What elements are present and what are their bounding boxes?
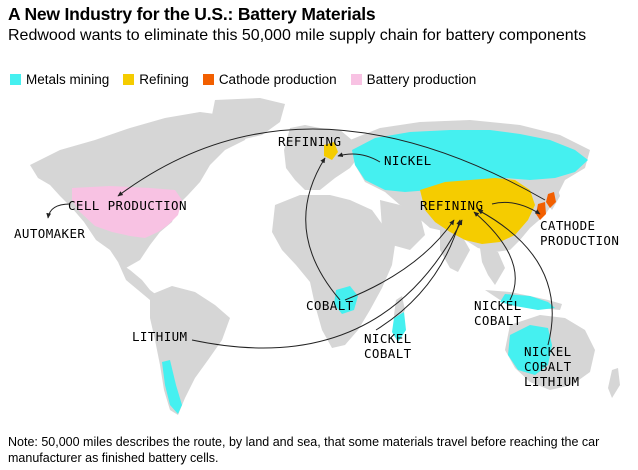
korea-cathode-region: [536, 202, 546, 220]
australia-line-2: COBALT: [524, 359, 572, 374]
route-china-to-us: [117, 128, 546, 201]
africa-line-2: COBALT: [364, 346, 412, 361]
route-nickel-to-europe-refining: [337, 152, 381, 163]
se-asia-line-2: COBALT: [474, 313, 522, 328]
se-asia-land: [480, 248, 505, 285]
route-china-to-cathode: [491, 201, 541, 215]
refining-swatch: [123, 74, 135, 85]
mining-swatch: [10, 74, 21, 85]
chart-title: A New Industry for the U.S.: Battery Mat…: [8, 4, 376, 24]
label-cobalt-congo: COBALT: [306, 298, 354, 313]
legend-item-cathode: Cathode production: [202, 72, 337, 87]
route-se-asia-to-china: [473, 211, 516, 301]
cathode-line-1: CATHODE: [540, 218, 596, 233]
label-refining-europe: REFINING: [278, 134, 342, 149]
cathode-line-2: PRODUCTION: [540, 233, 620, 248]
legend-item-refining: Refining: [123, 72, 189, 87]
label-nickel-cobalt-africa: NICKEL COBALT: [364, 331, 412, 361]
legend-label-battery: Battery production: [366, 72, 477, 87]
route-cobalt-to-china: [344, 219, 455, 301]
southeast-asia-mining-region: [500, 294, 555, 310]
label-automaker: AUTOMAKER: [14, 226, 86, 241]
finland-refining-region: [324, 142, 338, 160]
world-map: [30, 98, 620, 415]
australia-line-3: LITHIUM: [524, 374, 580, 389]
us-battery-production-region: [72, 186, 182, 238]
label-refining-china: REFINING: [420, 198, 484, 213]
label-nickel-russia: NICKEL: [384, 153, 432, 168]
legend-label-refining: Refining: [139, 72, 189, 87]
new-zealand-land: [608, 368, 620, 398]
route-lithium-to-china: [191, 219, 463, 349]
africa-land: [272, 195, 395, 348]
australia-line-1: NICKEL: [524, 344, 572, 359]
japan-cathode-region: [546, 192, 556, 208]
battery-swatch: [350, 74, 362, 85]
route-africa-nickel-to-china: [375, 219, 461, 331]
south-america-land: [150, 286, 230, 415]
central-america-land: [118, 262, 158, 300]
label-lithium-south-america: LITHIUM: [132, 329, 188, 344]
madagascar-mining-region: [392, 312, 406, 342]
legend: Metals mining Refining Cathode productio…: [10, 72, 476, 87]
india-land: [440, 228, 470, 272]
legend-item-battery: Battery production: [350, 72, 477, 87]
greenland-land: [212, 98, 285, 140]
legend-item-mining: Metals mining: [10, 72, 109, 87]
footnote: Note: 50,000 miles describes the route, …: [8, 435, 600, 465]
cathode-swatch: [202, 74, 214, 85]
australia-mining-region: [508, 325, 552, 375]
label-cell-production: CELL PRODUCTION: [68, 198, 187, 213]
legend-label-cathode: Cathode production: [218, 72, 337, 87]
mining-regions: [162, 130, 588, 414]
route-cobalt-to-europe-refining: [305, 157, 341, 301]
se-asia-line-1: NICKEL: [474, 298, 522, 313]
label-cathode-production: CATHODE PRODUCTION: [540, 218, 619, 248]
chile-mining-region: [162, 360, 182, 414]
supply-routes: [46, 128, 553, 349]
legend-label-mining: Metals mining: [26, 72, 110, 87]
label-australia: NICKEL COBALT LITHIUM: [524, 344, 579, 389]
label-nickel-cobalt-se-asia: NICKEL COBALT: [474, 298, 522, 328]
russia-mining-region: [352, 130, 588, 192]
africa-line-1: NICKEL: [364, 331, 412, 346]
cathode-regions: [536, 192, 556, 220]
chart-subtitle: Redwood wants to eliminate this 50,000 m…: [8, 27, 587, 44]
route-us-to-automaker: [46, 203, 71, 219]
route-australia-to-china: [477, 209, 553, 346]
